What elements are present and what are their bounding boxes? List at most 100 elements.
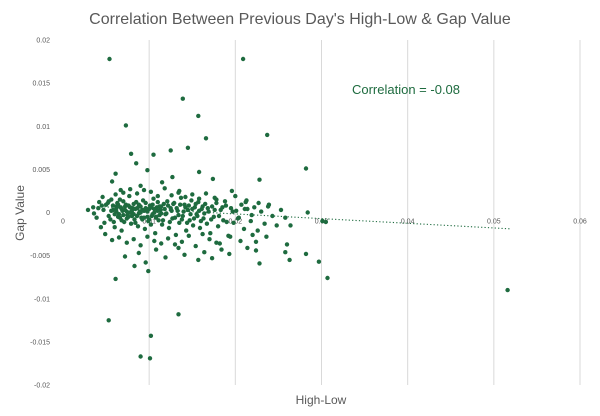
- data-point-16: [196, 169, 202, 175]
- data-point-223: [216, 213, 222, 219]
- data-point-142: [186, 233, 191, 238]
- data-point-235: [117, 215, 123, 220]
- data-point-224: [220, 205, 225, 210]
- data-point-263: [323, 219, 328, 225]
- data-point-31: [96, 206, 101, 211]
- data-point-214: [193, 201, 198, 207]
- data-point-72: [173, 232, 179, 238]
- data-point-139: [176, 190, 181, 195]
- y-axis-title: Gap Value: [13, 185, 27, 241]
- correlation-annotation: Correlation = -0.08: [352, 82, 460, 97]
- data-points: [85, 56, 510, 361]
- data-point-163: [103, 202, 109, 207]
- data-point-270: [227, 251, 232, 257]
- data-point-201: [171, 201, 176, 207]
- data-point-46: [128, 221, 134, 226]
- data-point-215: [195, 213, 200, 219]
- data-point-155: [244, 198, 249, 203]
- data-point-117: [99, 203, 105, 208]
- data-point-242: [129, 208, 135, 213]
- data-point-288: [303, 251, 309, 257]
- data-point-101: [228, 206, 234, 211]
- data-point-165: [109, 197, 114, 202]
- data-point-217: [198, 218, 204, 224]
- data-point-157: [256, 200, 261, 206]
- data-point-149: [212, 195, 217, 200]
- data-point-210: [186, 203, 191, 208]
- y-tick-label-2: 0.01: [36, 124, 50, 131]
- data-point-128: [138, 243, 143, 248]
- data-point-208: [183, 205, 188, 210]
- x-tick-label-0: 0: [61, 219, 65, 226]
- data-point-147: [203, 191, 209, 196]
- data-point-146: [200, 231, 205, 237]
- data-point-289: [316, 259, 322, 264]
- data-point-285: [196, 257, 201, 263]
- data-point-17: [210, 176, 216, 182]
- data-point-156: [250, 232, 255, 238]
- data-point-278: [153, 247, 159, 252]
- data-point-279: [143, 260, 148, 265]
- data-point-272: [214, 240, 219, 245]
- data-point-54: [142, 226, 148, 232]
- data-point-243: [131, 212, 136, 217]
- trendline: [97, 205, 512, 230]
- y-tick-label-4: 0: [46, 210, 50, 217]
- data-point-232: [112, 212, 117, 217]
- data-point-130: [145, 234, 150, 239]
- data-point-266: [283, 250, 288, 255]
- data-point-114: [270, 213, 275, 219]
- data-point-158: [91, 205, 96, 210]
- data-point-211: [188, 212, 193, 217]
- data-point-151: [222, 199, 228, 204]
- data-point-197: [164, 211, 169, 216]
- data-point-213: [191, 216, 197, 221]
- y-tick-label-3: 0.005: [32, 167, 50, 174]
- data-point-7: [303, 166, 309, 171]
- data-point-262: [320, 218, 325, 224]
- data-point-290: [325, 275, 330, 281]
- data-point-15: [185, 145, 191, 150]
- data-point-188: [148, 222, 154, 227]
- data-point-172: [121, 199, 126, 204]
- data-point-123: [121, 190, 126, 195]
- data-point-234: [115, 202, 121, 207]
- data-point-284: [146, 268, 151, 274]
- data-point-159: [94, 215, 99, 220]
- data-point-137: [169, 193, 174, 198]
- data-point-225: [224, 219, 229, 225]
- data-point-209: [184, 220, 190, 225]
- data-point-283: [132, 263, 137, 269]
- data-point-221: [209, 217, 214, 222]
- data-point-267: [264, 234, 269, 239]
- data-point-260: [85, 207, 91, 213]
- data-point-280: [136, 250, 141, 256]
- data-point-124: [124, 240, 129, 245]
- data-point-261: [305, 210, 310, 215]
- data-point-95: [214, 200, 219, 206]
- data-point-23: [257, 177, 262, 182]
- data-point-252: [147, 217, 152, 222]
- data-point-9: [109, 179, 115, 184]
- data-point-0: [107, 56, 112, 62]
- data-point-297: [253, 248, 259, 253]
- data-point-206: [179, 217, 185, 222]
- data-point-103: [234, 208, 239, 213]
- data-point-203: [174, 206, 179, 211]
- data-point-286: [257, 261, 262, 266]
- data-point-205: [178, 202, 183, 207]
- data-point-133: [155, 193, 160, 199]
- y-tick-label-7: -0.015: [30, 339, 50, 346]
- gridlines: [148, 40, 581, 385]
- data-point-99: [223, 203, 229, 208]
- data-point-148: [207, 237, 212, 242]
- x-tick-label-4: 0.04: [401, 219, 415, 226]
- data-point-112: [262, 221, 267, 226]
- data-point-273: [209, 256, 215, 261]
- data-point-48: [132, 217, 137, 222]
- data-point-204: [176, 212, 181, 218]
- data-point-67: [165, 199, 170, 204]
- y-tick-label-5: -0.005: [30, 253, 50, 260]
- data-point-268: [253, 239, 259, 244]
